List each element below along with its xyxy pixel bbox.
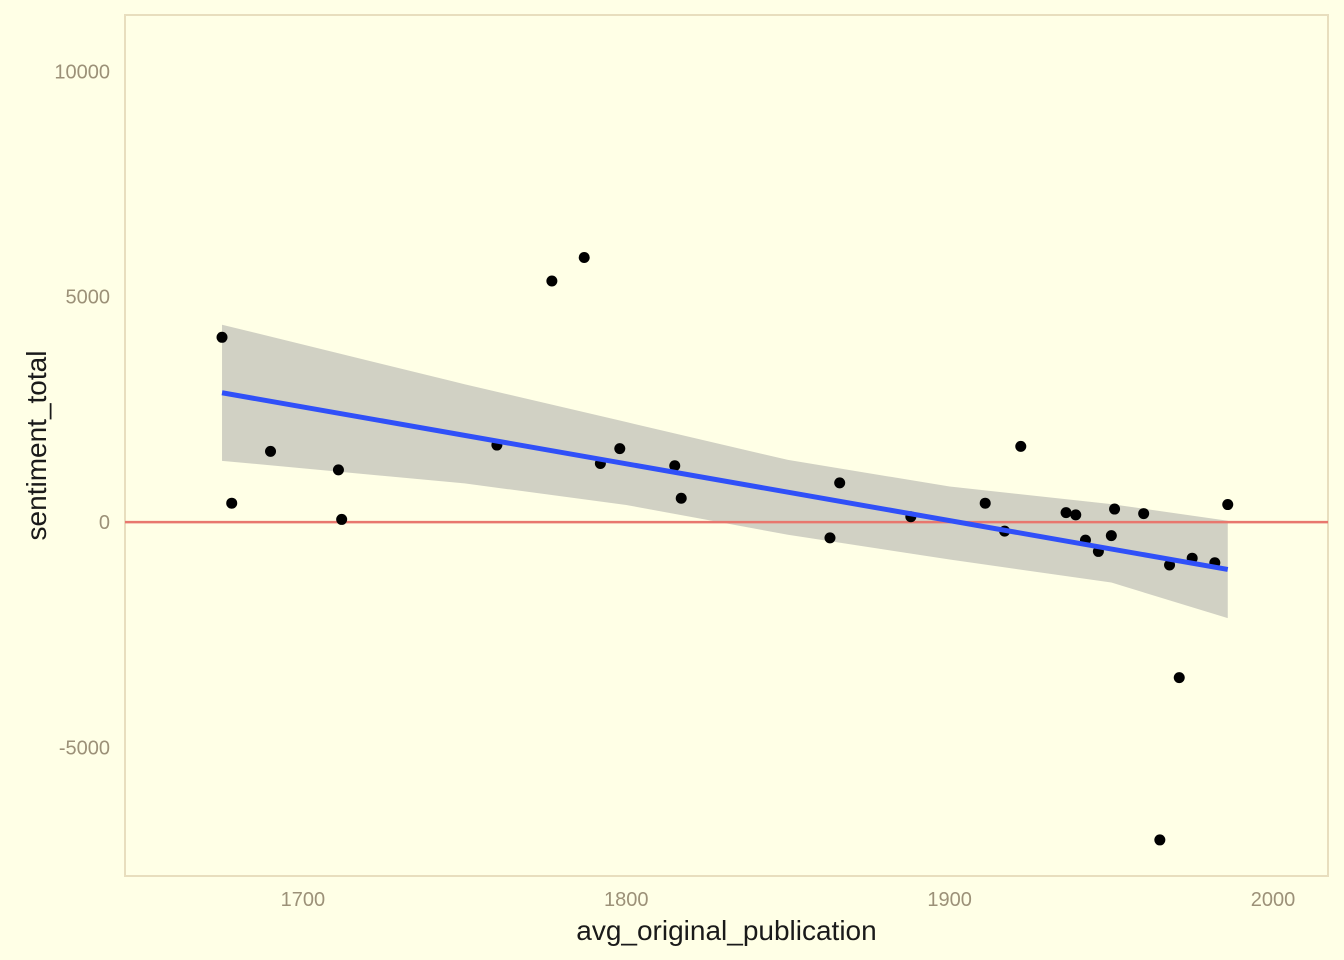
data-point [332, 464, 344, 476]
data-point [336, 513, 348, 525]
data-point [1070, 509, 1082, 521]
data-point [578, 252, 590, 264]
data-point [1060, 507, 1072, 519]
confidence-band [222, 324, 1228, 619]
y-tick-label: 5000 [66, 287, 111, 309]
data-point [834, 477, 846, 489]
data-point [226, 497, 238, 509]
trend-line [221, 390, 1229, 572]
data-point [1173, 672, 1185, 684]
data-point [1109, 503, 1121, 515]
y-tick-label: -5000 [59, 738, 110, 760]
data-point [1015, 440, 1027, 452]
data-point [265, 445, 277, 457]
data-point [546, 275, 558, 287]
y-axis-title: sentiment_total [21, 351, 52, 541]
x-axis-title: avg_original_publication [576, 915, 876, 946]
x-tick-label: 1700 [281, 889, 326, 911]
data-point [1105, 530, 1117, 542]
data-point [824, 532, 836, 544]
data-point [675, 492, 687, 504]
data-point [979, 497, 991, 509]
x-tick-label: 2000 [1251, 889, 1296, 911]
data-point [614, 443, 626, 455]
x-tick-label: 1800 [604, 889, 649, 911]
data-point [216, 331, 228, 343]
y-tick-label: 10000 [54, 61, 110, 83]
x-axis-ticks: 1700 1800 1900 2000 [281, 889, 1296, 911]
data-point [669, 460, 681, 472]
y-axis-ticks: -5000 0 5000 10000 [54, 61, 110, 759]
y-tick-label: 0 [99, 512, 110, 534]
data-point [1138, 508, 1150, 520]
x-tick-label: 1900 [927, 889, 972, 911]
data-point [1154, 834, 1166, 846]
data-point [1222, 499, 1234, 511]
plot-panel [124, 14, 1329, 877]
